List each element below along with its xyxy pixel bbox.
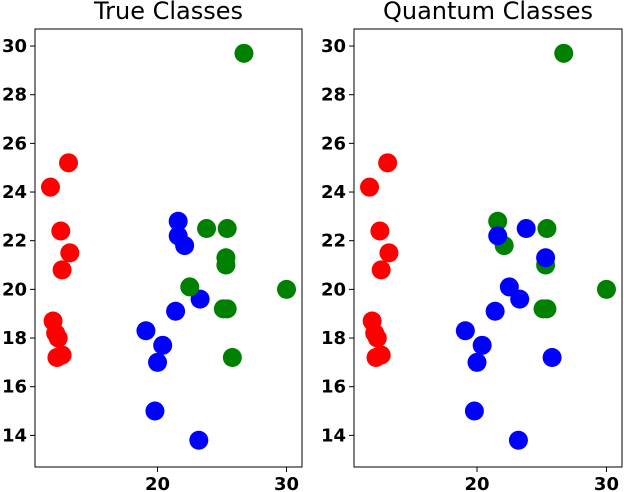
y-tick-label: 20	[2, 279, 27, 300]
chart-title: True Classes	[93, 0, 243, 25]
series-2	[488, 43, 616, 319]
data-point	[189, 430, 209, 450]
data-point	[365, 323, 385, 343]
subplot-2: Quantum Classes 14 16 18 20 22 24 26 28 30 20 30	[321, 0, 623, 492]
data-point	[485, 301, 505, 321]
data-point	[455, 321, 475, 341]
y-tick-label: 26	[321, 133, 346, 154]
y-tick-label: 20	[321, 279, 346, 300]
data-point	[379, 243, 399, 263]
data-point	[234, 43, 254, 63]
data-point	[488, 226, 508, 246]
y-tick-label: 30	[2, 36, 27, 57]
data-point	[488, 211, 508, 231]
data-point	[277, 279, 297, 299]
data-point	[217, 219, 237, 239]
data-point	[536, 248, 556, 268]
data-point	[537, 299, 557, 319]
data-point	[148, 352, 168, 372]
series-1	[40, 153, 80, 367]
data-point	[197, 219, 217, 239]
y-tick-label: 16	[321, 377, 346, 398]
x-tick-label: 20	[464, 474, 489, 492]
x-tick-label: 20	[145, 474, 170, 492]
data-point	[554, 43, 574, 63]
y-tick-label: 24	[321, 182, 346, 203]
data-point	[51, 221, 71, 241]
y-tick-label: 28	[2, 85, 27, 106]
data-point	[216, 255, 236, 275]
data-point	[378, 153, 398, 173]
data-point	[537, 219, 557, 239]
data-point	[510, 289, 530, 309]
y-tick-label: 30	[321, 36, 346, 57]
data-point	[222, 348, 242, 367]
data-point	[467, 352, 487, 372]
y-tick-label: 24	[2, 182, 27, 203]
data-point	[371, 260, 391, 280]
data-point	[596, 279, 616, 299]
data-point	[168, 211, 188, 231]
axes-frame	[353, 28, 623, 468]
data-point	[145, 401, 165, 421]
data-point	[60, 243, 80, 263]
data-point	[370, 221, 390, 241]
data-point	[153, 335, 173, 355]
data-point	[40, 177, 60, 197]
x-tick-label: 30	[274, 474, 299, 492]
y-tick-label: 18	[321, 328, 346, 349]
data-point	[217, 299, 237, 319]
data-point	[508, 430, 528, 450]
data-point	[371, 345, 391, 365]
data-point	[542, 348, 562, 367]
series-1	[360, 153, 399, 367]
data-point	[136, 321, 156, 341]
data-point	[166, 301, 186, 321]
axes-frame	[34, 28, 303, 468]
y-tick-label: 18	[2, 328, 27, 349]
series-2	[136, 211, 210, 450]
y-tick-label: 22	[2, 231, 27, 252]
subplot-1: True Classes 14 16 18 20 22 24 26 28 30 20 30	[2, 0, 303, 492]
data-point	[180, 277, 200, 297]
data-point	[464, 401, 484, 421]
data-point	[360, 177, 380, 197]
data-point	[472, 335, 492, 355]
chart-title: Quantum Classes	[383, 0, 593, 25]
x-tick-label: 30	[594, 474, 619, 492]
data-point	[52, 260, 72, 280]
y-tick-label: 26	[2, 133, 27, 154]
data-point	[59, 153, 79, 173]
series-3	[180, 43, 297, 367]
data-point	[175, 236, 195, 256]
y-tick-label: 14	[2, 425, 27, 446]
data-point	[52, 345, 72, 365]
y-tick-label: 22	[321, 231, 346, 252]
y-tick-label: 28	[321, 85, 346, 106]
y-tick-label: 16	[2, 377, 27, 398]
data-point	[516, 219, 536, 239]
series-3	[455, 219, 562, 450]
y-tick-label: 14	[321, 425, 346, 446]
data-point	[46, 323, 66, 343]
